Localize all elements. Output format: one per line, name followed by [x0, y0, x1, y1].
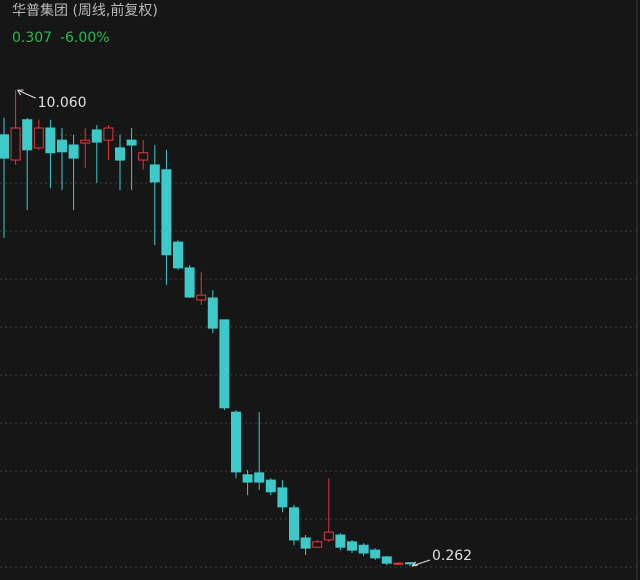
max-arrow: [17, 89, 36, 99]
candle-body: [370, 549, 381, 559]
candle-body: [149, 164, 160, 183]
min-label: 0.262: [432, 548, 472, 564]
candle-body: [231, 411, 241, 473]
candle-body: [277, 487, 288, 508]
candle-body: [405, 562, 415, 565]
max-arrow-head: [17, 89, 24, 96]
candle-body: [393, 562, 404, 565]
candle-body: [138, 152, 149, 161]
candle-body: [242, 474, 253, 483]
candle-body: [254, 472, 265, 483]
candle-body: [196, 294, 207, 301]
candle-body: [57, 139, 67, 153]
candle-body: [91, 129, 102, 143]
candle-body: [347, 541, 357, 551]
candle-body: [22, 119, 33, 151]
candle-body: [173, 241, 183, 269]
candle-body: [115, 147, 125, 161]
candle-body: [300, 537, 311, 549]
candle-body: [312, 541, 323, 548]
candle-body: [381, 556, 392, 564]
min-arrow-head: [411, 561, 419, 567]
candle-body: [103, 127, 114, 141]
candle-body: [161, 169, 172, 256]
candle-body: [184, 267, 195, 298]
chart-title: 华普集团 (周线,前复权): [12, 2, 158, 19]
candle-body: [45, 127, 56, 154]
candle-body: [335, 534, 346, 548]
candle-body: [207, 297, 218, 329]
candle-body: [0, 134, 9, 159]
change: -6.00%: [60, 30, 110, 46]
candle-body: [323, 531, 334, 541]
max-label: 10.060: [38, 95, 87, 111]
candle-body: [265, 479, 276, 493]
candle-body: [289, 507, 299, 541]
candle-body: [68, 144, 79, 159]
candle-body: [80, 139, 91, 144]
last-price: 0.307: [12, 30, 52, 46]
candle-body: [126, 139, 137, 146]
candle-body: [33, 127, 44, 149]
candle-body: [358, 544, 369, 554]
candle-body: [219, 319, 230, 409]
candle-body: [10, 127, 21, 161]
